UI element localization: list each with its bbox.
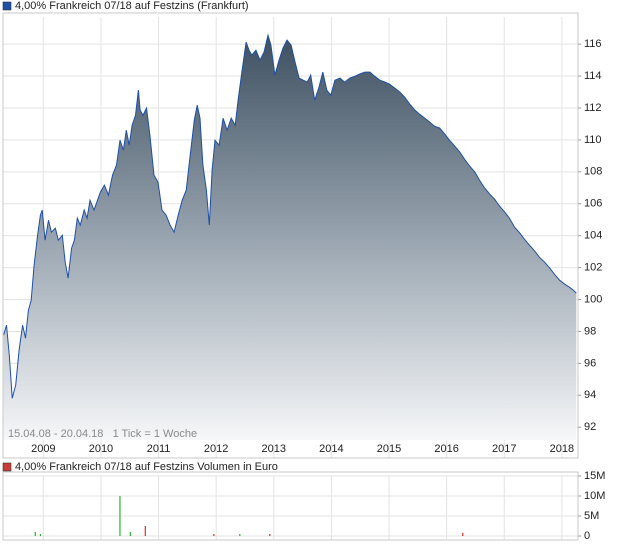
annotation: 15.04.08 - 20.04.18 1 Tick = 1 Woche bbox=[8, 428, 197, 440]
y-tick-label: 102 bbox=[584, 262, 602, 274]
legend-label: 4,00% Frankreich 07/18 auf Festzins (Fra… bbox=[15, 0, 249, 12]
plot-frame bbox=[2, 12, 579, 459]
x-tick-label: 2015 bbox=[377, 443, 401, 455]
volume-bar bbox=[213, 534, 215, 536]
x-tick-label: 2014 bbox=[319, 443, 343, 455]
volume-bar bbox=[269, 534, 271, 536]
volume-bar bbox=[129, 532, 131, 536]
y-tick-label: 106 bbox=[584, 198, 602, 210]
x-tick-label: 2012 bbox=[204, 443, 228, 455]
volume-bar bbox=[144, 526, 146, 536]
y-tick-label: 116 bbox=[584, 38, 602, 50]
volume-bar bbox=[34, 532, 36, 536]
plot-frame bbox=[2, 471, 579, 541]
y-tick-label: 92 bbox=[584, 421, 596, 433]
legend-swatch bbox=[2, 462, 12, 472]
y-tick-label: 112 bbox=[584, 102, 602, 114]
y-tick-label: 100 bbox=[584, 293, 602, 305]
legend-swatch bbox=[2, 1, 12, 11]
volume-bar bbox=[239, 534, 241, 536]
volume-bar bbox=[39, 534, 42, 536]
x-tick-label: 2013 bbox=[262, 443, 286, 455]
y-tick-label: 108 bbox=[584, 166, 602, 178]
legend-label: 4,00% Frankreich 07/18 auf Festzins Volu… bbox=[15, 461, 278, 473]
y-tick-label: 96 bbox=[584, 357, 596, 369]
y-tick-label: 114 bbox=[584, 70, 602, 82]
x-tick-label: 2009 bbox=[31, 443, 55, 455]
price-line bbox=[3, 33, 577, 399]
x-tick-label: 2017 bbox=[492, 443, 516, 455]
x-tick-label: 2011 bbox=[147, 443, 171, 455]
x-tick-label: 2010 bbox=[89, 443, 113, 455]
y-tick-label: 104 bbox=[584, 230, 602, 242]
volume-bar bbox=[462, 532, 464, 536]
volume-bar bbox=[119, 496, 121, 536]
y-tick-label: 94 bbox=[584, 389, 596, 401]
y-tick-label: 5M bbox=[584, 510, 599, 522]
y-tick-label: 0 bbox=[584, 530, 590, 542]
y-tick-label: 98 bbox=[584, 325, 596, 337]
y-tick-label: 110 bbox=[584, 134, 602, 146]
x-tick-label: 2018 bbox=[550, 443, 574, 455]
y-tick-label: 15M bbox=[584, 470, 605, 482]
area bbox=[3, 35, 577, 440]
y-tick-label: 10M bbox=[584, 490, 605, 502]
x-tick-label: 2016 bbox=[434, 443, 458, 455]
